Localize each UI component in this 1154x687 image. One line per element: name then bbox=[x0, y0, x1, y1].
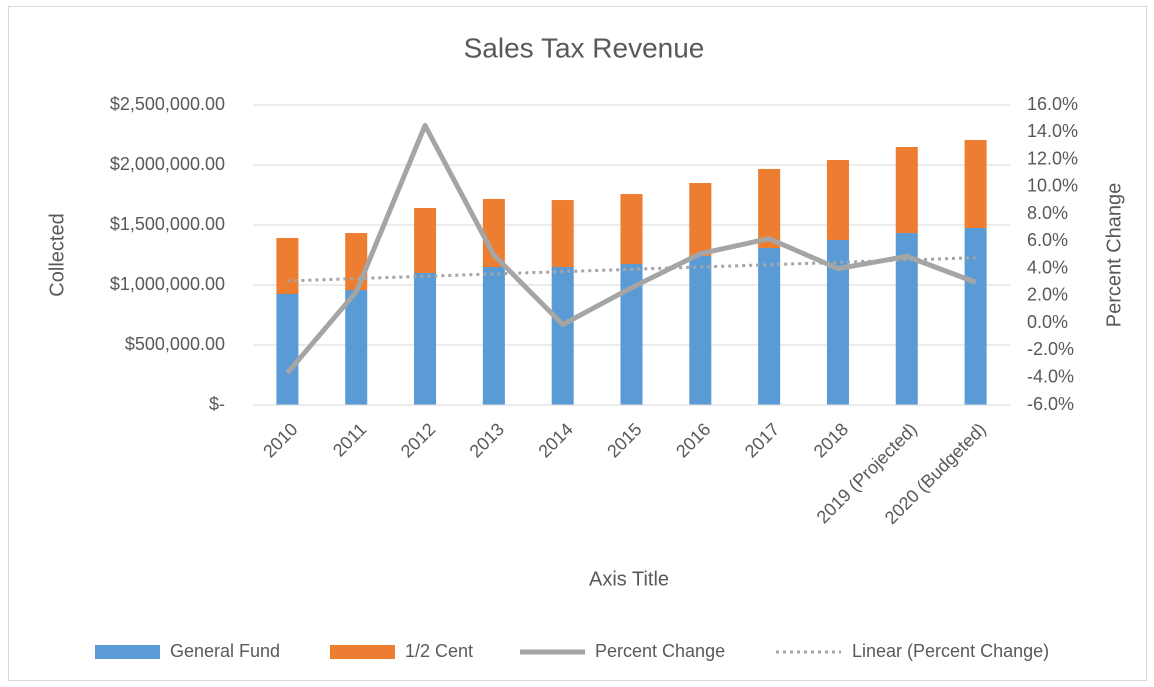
line bbox=[285, 122, 977, 375]
trend-line bbox=[287, 256, 976, 283]
y-tick-label: $2,000,000.00 bbox=[110, 154, 225, 174]
bar bbox=[964, 228, 987, 405]
bar bbox=[895, 147, 918, 234]
legend-label: Percent Change bbox=[595, 641, 725, 661]
bar bbox=[620, 194, 643, 264]
legend-swatch bbox=[95, 645, 160, 659]
bar bbox=[826, 159, 849, 240]
bar bbox=[826, 240, 849, 405]
y2-tick-label: 6.0% bbox=[1027, 230, 1068, 250]
y2-tick-label: 0.0% bbox=[1027, 312, 1068, 332]
bar bbox=[414, 273, 437, 405]
y-tick-label: $- bbox=[209, 394, 225, 414]
y-tick-label: $500,000.00 bbox=[125, 334, 225, 354]
y2-tick-label: 2.0% bbox=[1027, 285, 1068, 305]
y-axis-title: Collected bbox=[46, 213, 68, 296]
bar bbox=[345, 290, 368, 405]
x-axis-title: Axis Title bbox=[589, 568, 669, 590]
y2-tick-label: -6.0% bbox=[1027, 394, 1074, 414]
bar bbox=[276, 237, 299, 294]
bar bbox=[758, 248, 781, 405]
bar bbox=[551, 267, 574, 405]
legend-swatch bbox=[330, 645, 395, 659]
y2-tick-label: -4.0% bbox=[1027, 366, 1074, 386]
chart-title: Sales Tax Revenue bbox=[464, 32, 705, 63]
y-tick-label: $2,500,000.00 bbox=[110, 94, 225, 114]
legend-label: General Fund bbox=[170, 641, 280, 661]
bar bbox=[276, 294, 299, 405]
y2-tick-label: 16.0% bbox=[1027, 94, 1078, 114]
bar bbox=[689, 183, 712, 256]
bar bbox=[551, 200, 574, 267]
bar bbox=[689, 255, 712, 405]
bar bbox=[620, 264, 643, 405]
bar bbox=[482, 198, 505, 267]
y2-tick-label: 4.0% bbox=[1027, 257, 1068, 277]
bar bbox=[964, 140, 987, 228]
bar bbox=[414, 207, 437, 273]
y2-tick-label: 14.0% bbox=[1027, 121, 1078, 141]
bar bbox=[482, 267, 505, 405]
bar bbox=[895, 233, 918, 405]
y2-tick-label: 12.0% bbox=[1027, 148, 1078, 168]
y-tick-label: $1,000,000.00 bbox=[110, 274, 225, 294]
y2-axis-title: Percent Change bbox=[1103, 183, 1125, 328]
legend-label: 1/2 Cent bbox=[405, 641, 473, 661]
bar bbox=[345, 233, 368, 291]
chart-border bbox=[8, 6, 1147, 681]
bar bbox=[758, 168, 781, 249]
legend-label: Linear (Percent Change) bbox=[852, 641, 1049, 661]
y2-tick-label: -2.0% bbox=[1027, 339, 1074, 359]
y2-tick-label: 10.0% bbox=[1027, 176, 1078, 196]
y-tick-label: $1,500,000.00 bbox=[110, 214, 225, 234]
y2-tick-label: 8.0% bbox=[1027, 203, 1068, 223]
